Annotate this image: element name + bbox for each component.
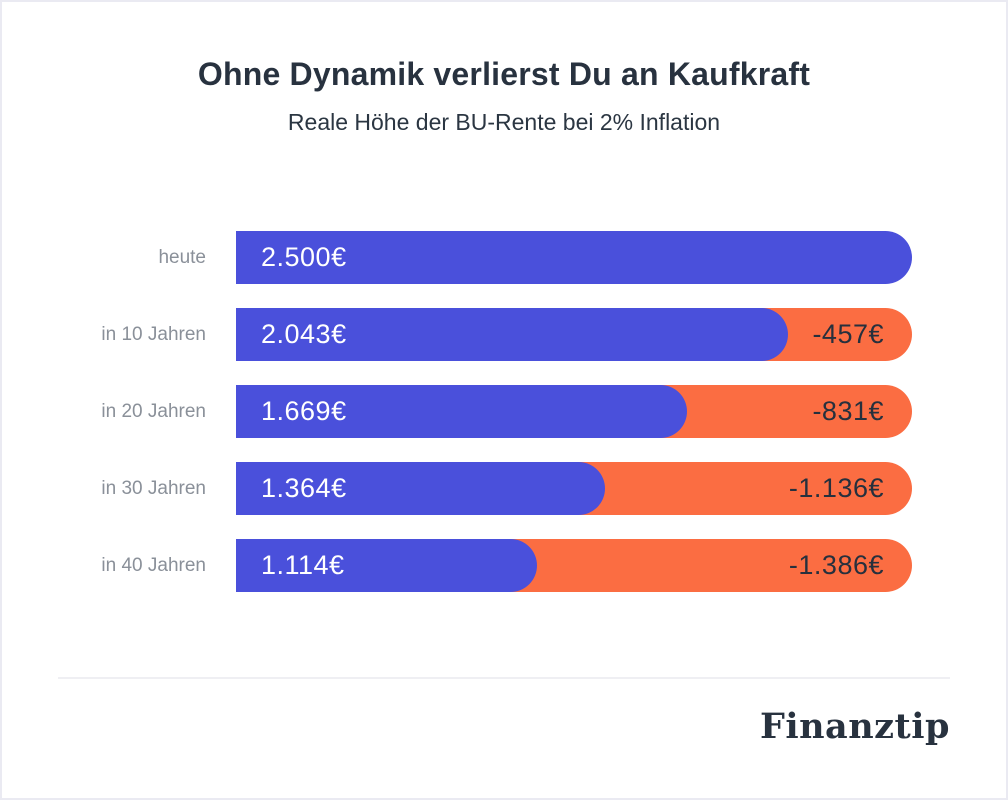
row-label: in 20 Jahren — [101, 401, 206, 422]
loss-bar-label: -1.386€ — [788, 550, 884, 580]
row-label: in 10 Jahren — [101, 324, 206, 345]
bar-chart: heute 2.500€ in 10 Jahren -457€ 2.043€ i… — [2, 231, 1006, 616]
loss-bar-label: -831€ — [812, 396, 884, 426]
bar-row: in 40 Jahren -1.386€ 1.114€ — [2, 539, 1006, 592]
page-subtitle: Reale Höhe der BU-Rente bei 2% Inflation — [287, 109, 721, 135]
value-bar: 2.043€ — [236, 308, 789, 361]
loss-bar-label: -457€ — [812, 319, 884, 349]
row-label: in 40 Jahren — [101, 555, 206, 576]
footer-divider — [58, 677, 950, 679]
value-bar-label: 1.114€ — [261, 550, 345, 580]
page-title: Ohne Dynamik verlierst Du an Kaufkraft — [197, 56, 811, 92]
value-bar: 1.669€ — [236, 385, 688, 438]
bar-row: in 20 Jahren -831€ 1.669€ — [2, 385, 1006, 438]
bar-track: -457€ 2.043€ — [236, 308, 912, 361]
bar-track: -831€ 1.669€ — [236, 385, 912, 438]
chart-rows: heute 2.500€ in 10 Jahren -457€ 2.043€ i… — [2, 231, 1006, 592]
row-label: in 30 Jahren — [101, 478, 206, 499]
value-bar: 1.364€ — [236, 462, 605, 515]
value-bar-label: 1.669€ — [261, 396, 347, 426]
value-bar: 1.114€ — [236, 539, 538, 592]
bar-track: -1.386€ 1.114€ — [236, 539, 912, 592]
value-bar-label: 2.500€ — [261, 242, 347, 272]
bar-track: 2.500€ — [236, 231, 912, 284]
value-bar: 2.500€ — [236, 231, 912, 284]
loss-bar-label: -1.136€ — [788, 473, 884, 503]
bar-row: in 10 Jahren -457€ 2.043€ — [2, 308, 1006, 361]
row-label: heute — [158, 247, 206, 268]
value-bar-label: 2.043€ — [261, 319, 347, 349]
bar-row: heute 2.500€ — [2, 231, 1006, 284]
bar-row: in 30 Jahren -1.136€ 1.364€ — [2, 462, 1006, 515]
bar-track: -1.136€ 1.364€ — [236, 462, 912, 515]
finanztip-logo: Finanztip — [759, 706, 950, 747]
value-bar-label: 1.364€ — [261, 473, 347, 503]
